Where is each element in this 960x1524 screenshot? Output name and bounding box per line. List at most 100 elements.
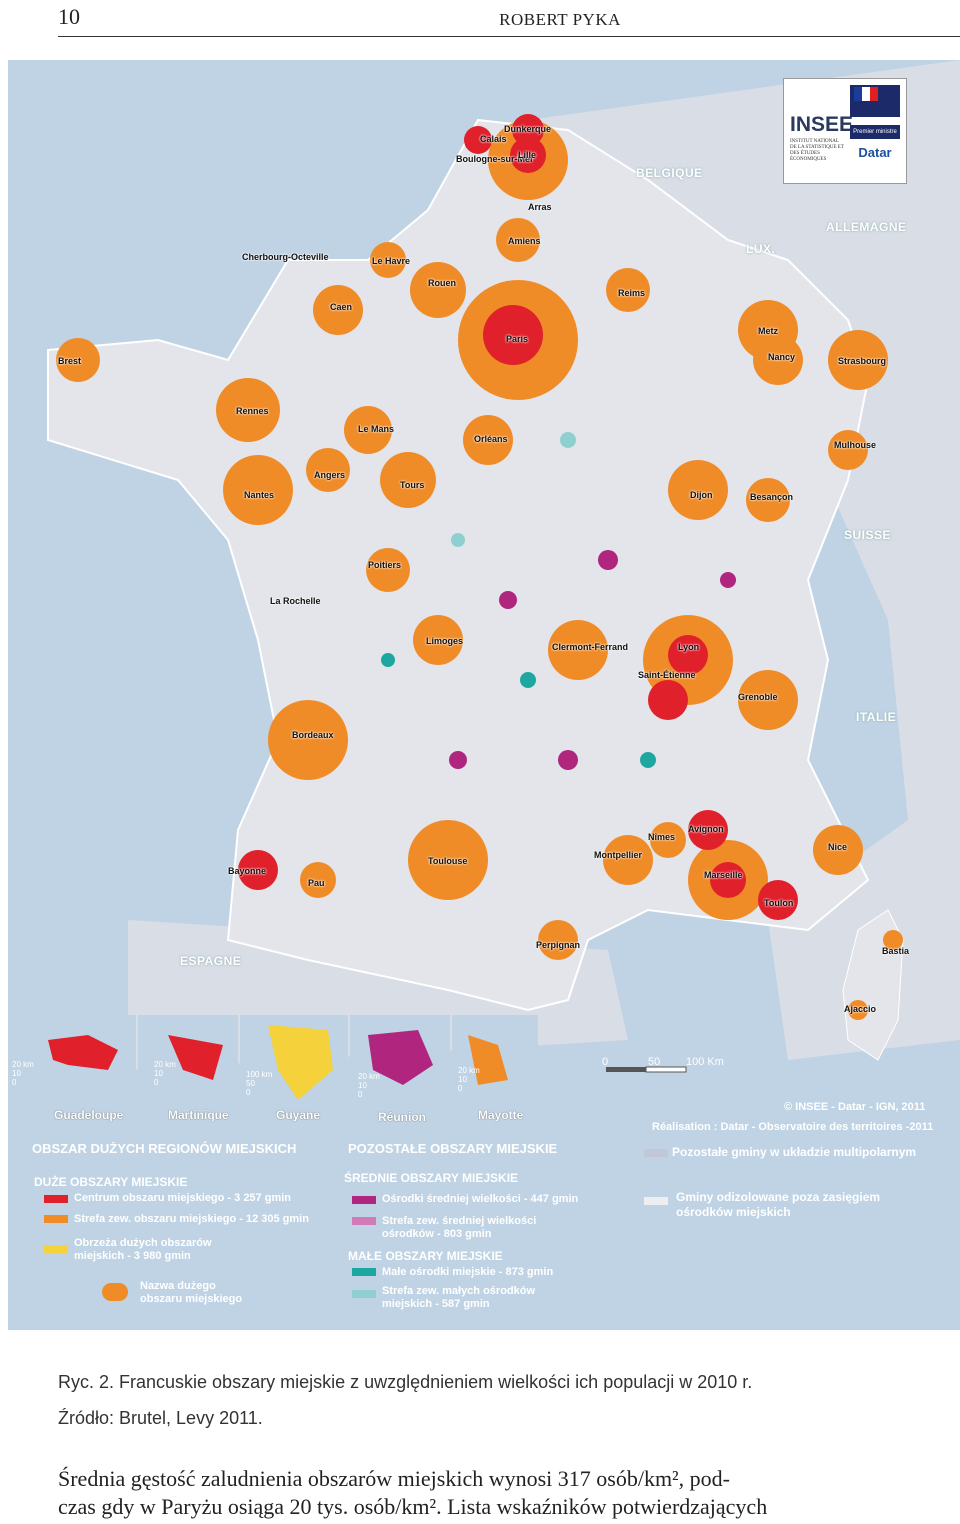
city-label: Perpignan [536, 940, 581, 950]
legend-heading-small-areas: MAŁE OBSZARY MIEJSKIE [348, 1249, 503, 1263]
blob-lyon-center [668, 635, 708, 675]
dom-scale-reunion: 20 km 10 0 [358, 1072, 380, 1099]
running-head-author: ROBERT PYKA [499, 10, 621, 29]
city-label: Mulhouse [834, 440, 876, 450]
blob-poitiers [366, 548, 410, 592]
blob-rennes [216, 378, 280, 442]
blob-bastia [883, 930, 903, 950]
city-label: Rennes [236, 406, 269, 416]
blob-small-3 [381, 653, 395, 667]
neighbour-land [528, 60, 960, 1060]
city-label: Orléans [474, 434, 508, 444]
swatch-male-osrodki [352, 1268, 376, 1276]
legend-heading-large-regions: OBSZAR DUŻYCH REGIONÓW MIEJSKICH [32, 1141, 297, 1156]
dom-scale-mayotte: 20 km 10 0 [458, 1066, 480, 1093]
body-text-line-1: Średnia gęstość zaludnienia obszarów mie… [58, 1466, 730, 1491]
blob-small-1 [520, 672, 536, 688]
blob-amiens [496, 218, 540, 262]
legend-osrodki-srednie: Ośrodki średniej wielkości - 447 gmin [382, 1193, 579, 1205]
island-martinique [168, 1035, 223, 1080]
blob-calais [464, 126, 492, 154]
blob-toulouse [408, 820, 488, 900]
legend-izolowane: Gminy odizolowane poza zasięgiem ośrodków… [676, 1190, 881, 1219]
legend-centrum: Centrum obszaru miejskiego - 3 257 gmin [74, 1192, 292, 1204]
legend-heading-large-areas: DUŻE OBSZARY MIEJSKIE [34, 1175, 188, 1189]
blob-nimes [650, 822, 686, 858]
blob-nancy [753, 335, 803, 385]
blob-le-mans [344, 406, 392, 454]
map-legend: OBSZAR DUŻYCH REGIONÓW MIEJSKICH DUŻE OB… [8, 1101, 960, 1330]
blob-besancon [746, 478, 790, 522]
city-label: Metz [758, 326, 778, 336]
dom-label-guadeloupe: Guadeloupe [54, 1108, 124, 1122]
city-label: Le Havre [372, 256, 411, 266]
city-label: Nîmes [648, 832, 676, 842]
city-label: Rouen [428, 278, 456, 288]
city-label: Toulouse [428, 856, 468, 866]
city-label: Ajaccio [844, 1004, 877, 1014]
blob-small-2 [640, 752, 656, 768]
blob-clermont [548, 620, 608, 680]
city-label: Clermont-Ferrand [552, 642, 629, 652]
urban-blobs [56, 114, 903, 1020]
label-allemagne: ALLEMAGNE [826, 220, 907, 234]
blob-saint-etienne [648, 680, 688, 720]
insee-logo-text: INSEE [790, 113, 854, 136]
blob-grenoble [738, 670, 798, 730]
scale-label-100: 100 Km [686, 1056, 724, 1068]
dom-label-mayotte: Mayotte [478, 1108, 524, 1122]
blob-brest [56, 338, 100, 382]
blob-reims [606, 268, 650, 312]
city-label: Limoges [426, 636, 464, 646]
blob-tours [380, 452, 436, 508]
city-label: Marseille [704, 870, 743, 880]
datar-logo-text: Datar [858, 145, 892, 160]
scale-label-50: 50 [648, 1056, 661, 1068]
blob-lille-center [510, 137, 546, 173]
label-italie: ITALIE [856, 710, 897, 724]
city-label: Amiens [508, 236, 541, 246]
blob-perpignan [538, 920, 578, 960]
blob-medium-5 [720, 572, 736, 588]
dom-label-guyane: Guyane [276, 1108, 321, 1122]
blob-nice [813, 825, 863, 875]
blob-limoges [413, 615, 463, 665]
legend-obrzeza: Obrzeża dużych obszarów miejskich - 3 980… [74, 1237, 212, 1262]
swatch-strefa-male [352, 1290, 376, 1298]
dom-scale-guyane: 100 km 50 0 [246, 1070, 273, 1097]
city-label: Reims [618, 288, 646, 298]
dom-label-reunion: Réunion [378, 1110, 426, 1124]
swatch-strefa-srednie [352, 1217, 376, 1225]
city-label: Avignon [688, 824, 724, 834]
label-suisse: SUISSE [844, 528, 892, 542]
blob-dunkerque [512, 114, 544, 146]
premier-ministre-label: Premier ministre [850, 125, 900, 139]
blob-avignon [688, 810, 728, 850]
legend-nazwa: Nazwa dużego obszaru miejskiego [140, 1280, 243, 1305]
legend-multipolar: Pozostałe gminy w układzie multipolarnym [672, 1145, 917, 1159]
city-label: Pau [308, 878, 325, 888]
island-reunion [368, 1030, 433, 1085]
map-canvas [8, 60, 960, 1135]
city-label: Brest [58, 356, 82, 366]
blob-bayonne [238, 850, 278, 890]
swatch-osrodki-srednie [352, 1196, 376, 1204]
figure-caption: Ryc. 2. Francuskie obszary miejskie z uw… [58, 1372, 753, 1392]
city-label: Paris [506, 334, 529, 344]
island-mayotte [468, 1035, 508, 1085]
label-espagne: ESPAGNE [180, 954, 242, 968]
blob-le-havre [370, 242, 406, 278]
swatch-city-name [102, 1283, 128, 1301]
city-label: Bayonne [228, 866, 267, 876]
label-lux: LUX. [746, 242, 776, 256]
city-label: Arras [528, 202, 552, 212]
city-label: Bordeaux [292, 730, 334, 740]
swatch-strefa [44, 1215, 68, 1223]
french-flag-icon [854, 87, 878, 101]
page-number: 10 [58, 4, 80, 29]
legend-strefa: Strefa zew. obszaru miejskiego - 12 305 … [74, 1213, 309, 1225]
city-label: Toulon [764, 898, 794, 908]
city-label: Dijon [690, 490, 713, 500]
swatch-centrum [44, 1195, 68, 1203]
legend-male-osrodki: Małe ośrodki miejskie - 873 gmin [382, 1266, 554, 1278]
